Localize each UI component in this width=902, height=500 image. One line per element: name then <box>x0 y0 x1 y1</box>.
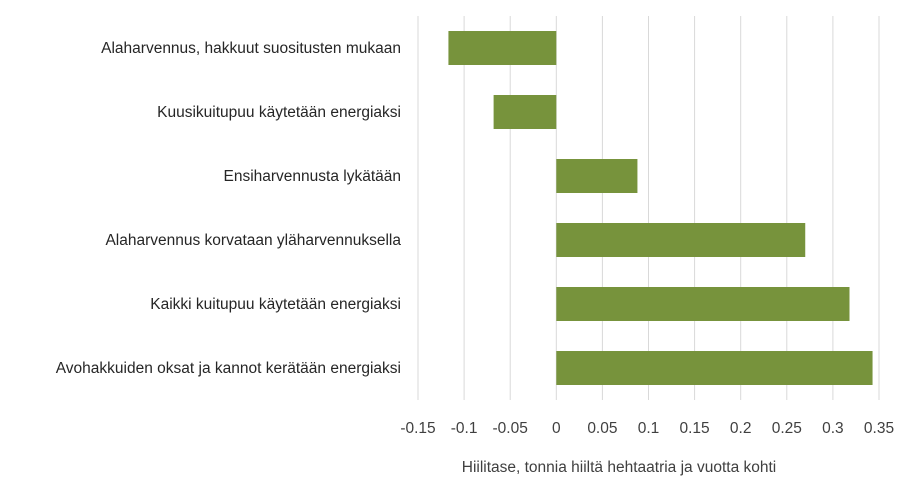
bars <box>448 31 873 385</box>
category-labels: Alaharvennus, hakkuut suositusten mukaan… <box>56 40 402 377</box>
gridlines <box>417 16 880 400</box>
x-axis-title: Hiilitase, tonnia hiiltä hehtaatria ja v… <box>462 459 777 476</box>
category-label: Alaharvennus korvataan yläharvennuksella <box>105 232 401 249</box>
x-tick-label: -0.1 <box>451 420 478 437</box>
x-tick-label: 0.15 <box>680 420 710 437</box>
bar <box>556 223 806 257</box>
bar <box>448 31 557 65</box>
bar <box>556 287 850 321</box>
x-tick-label: 0.2 <box>730 420 752 437</box>
x-tick-label: 0.25 <box>772 420 802 437</box>
bar <box>556 159 638 193</box>
x-tick-label: 0.35 <box>864 420 894 437</box>
x-tick-label: 0.05 <box>587 420 617 437</box>
x-tick-label: 0.3 <box>822 420 844 437</box>
x-tick-labels: -0.15 -0.1 -0.05 0 0.05 0.1 0.15 0.2 0.25 0.3 0.35 <box>400 420 894 437</box>
category-label: Kaikki kuitupuu käytetään energiaksi <box>150 296 401 313</box>
category-label: Kuusikuitupuu käytetään energiaksi <box>157 104 401 121</box>
x-tick-label: -0.15 <box>400 420 435 437</box>
bar <box>556 351 873 385</box>
x-tick-label: 0.1 <box>638 420 660 437</box>
x-tick-label: -0.05 <box>493 420 528 437</box>
x-tick-label: 0 <box>552 420 561 437</box>
bar <box>493 95 557 129</box>
category-label: Ensiharvennusta lykätään <box>223 168 401 185</box>
category-label: Avohakkuiden oksat ja kannot kerätään en… <box>56 360 401 377</box>
category-label: Alaharvennus, hakkuut suositusten mukaan <box>101 40 401 57</box>
